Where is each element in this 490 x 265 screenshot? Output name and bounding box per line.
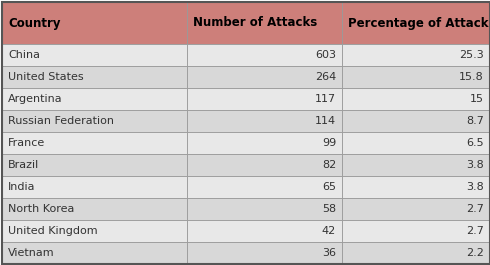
Text: 2.7: 2.7: [466, 226, 484, 236]
Bar: [342, 110, 490, 132]
Text: 82: 82: [322, 160, 336, 170]
Text: India: India: [8, 182, 35, 192]
Text: 42: 42: [322, 226, 336, 236]
Bar: [187, 176, 342, 198]
Text: 2.7: 2.7: [466, 204, 484, 214]
Bar: [187, 242, 342, 264]
Bar: [2, 44, 187, 66]
Bar: [342, 66, 490, 88]
Text: 58: 58: [322, 204, 336, 214]
Bar: [342, 88, 490, 110]
Bar: [187, 66, 342, 88]
Text: 117: 117: [315, 94, 336, 104]
Bar: [2, 176, 187, 198]
Text: Argentina: Argentina: [8, 94, 63, 104]
Bar: [187, 2, 342, 44]
Text: 25.3: 25.3: [459, 50, 484, 60]
Bar: [342, 132, 490, 154]
Text: North Korea: North Korea: [8, 204, 74, 214]
Bar: [2, 242, 187, 264]
Text: 8.7: 8.7: [466, 116, 484, 126]
Bar: [2, 66, 187, 88]
Text: 3.8: 3.8: [466, 160, 484, 170]
Text: 3.8: 3.8: [466, 182, 484, 192]
Bar: [342, 176, 490, 198]
Text: 6.5: 6.5: [466, 138, 484, 148]
Text: 15: 15: [470, 94, 484, 104]
Text: 15.8: 15.8: [459, 72, 484, 82]
Text: 99: 99: [322, 138, 336, 148]
Bar: [187, 220, 342, 242]
Text: 114: 114: [315, 116, 336, 126]
Bar: [2, 88, 187, 110]
Bar: [2, 132, 187, 154]
Bar: [342, 242, 490, 264]
Bar: [2, 154, 187, 176]
Bar: [187, 198, 342, 220]
Bar: [187, 88, 342, 110]
Text: United States: United States: [8, 72, 84, 82]
Text: France: France: [8, 138, 45, 148]
Bar: [2, 220, 187, 242]
Bar: [187, 44, 342, 66]
Bar: [342, 198, 490, 220]
Text: Number of Attacks: Number of Attacks: [193, 16, 317, 29]
Bar: [187, 132, 342, 154]
Bar: [342, 2, 490, 44]
Text: China: China: [8, 50, 40, 60]
Bar: [342, 44, 490, 66]
Text: 264: 264: [315, 72, 336, 82]
Bar: [2, 2, 187, 44]
Text: 65: 65: [322, 182, 336, 192]
Text: 36: 36: [322, 248, 336, 258]
Bar: [2, 110, 187, 132]
Text: Vietnam: Vietnam: [8, 248, 54, 258]
Text: 2.2: 2.2: [466, 248, 484, 258]
Text: Percentage of Attacks: Percentage of Attacks: [348, 16, 490, 29]
Text: United Kingdom: United Kingdom: [8, 226, 98, 236]
Bar: [187, 110, 342, 132]
Text: Russian Federation: Russian Federation: [8, 116, 114, 126]
Bar: [342, 220, 490, 242]
Text: 603: 603: [315, 50, 336, 60]
Text: Brazil: Brazil: [8, 160, 39, 170]
Text: Country: Country: [8, 16, 60, 29]
Bar: [342, 154, 490, 176]
Bar: [2, 198, 187, 220]
Bar: [187, 154, 342, 176]
